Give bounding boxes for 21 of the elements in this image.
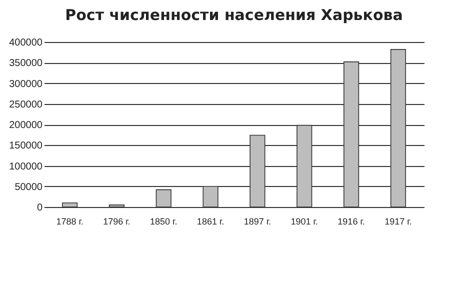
x-tick-label: 1917 г. xyxy=(384,216,412,226)
x-tick-label: 1796 г. xyxy=(103,216,130,226)
x-tick-label: 1788 г. xyxy=(56,216,84,226)
x-tick-label: 1897 г. xyxy=(244,216,272,226)
bar xyxy=(108,204,125,208)
y-tick-label: 0 xyxy=(36,202,43,214)
y-tick-label: 150000 xyxy=(9,140,43,152)
y-tick-label: 400000 xyxy=(9,38,43,48)
y-tick-label: 50000 xyxy=(14,182,43,193)
y-tick-label: 100000 xyxy=(9,161,43,172)
x-tick-label: 1916 г. xyxy=(338,216,365,226)
chart-title: Рост численности населения Харькова xyxy=(65,6,403,24)
y-tick-label: 300000 xyxy=(9,78,43,90)
bar xyxy=(156,189,172,208)
x-tick-label: 1850 г. xyxy=(150,216,178,226)
bar xyxy=(62,202,78,208)
y-tick-label: 350000 xyxy=(9,58,43,70)
x-tick-label: 1901 г. xyxy=(290,216,318,226)
y-tick-label: 200000 xyxy=(9,120,43,131)
y-tick-label: 250000 xyxy=(9,99,43,110)
x-tick-label: 1861 г. xyxy=(196,216,224,226)
